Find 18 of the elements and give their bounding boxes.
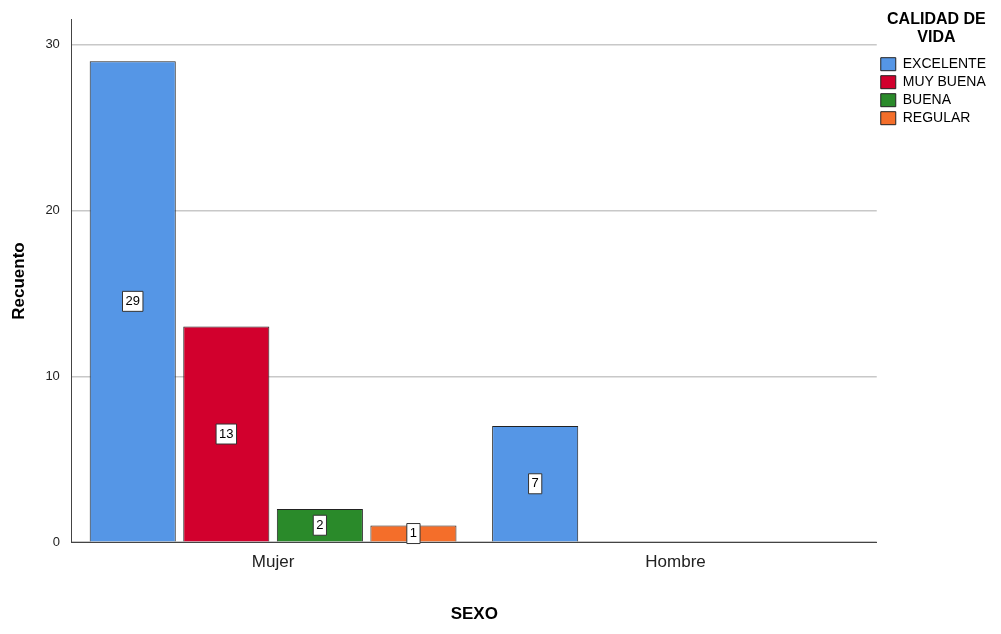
y-tick-label: 10	[45, 367, 60, 383]
x-tick-label: Hombre	[645, 552, 706, 572]
x-axis-title: SEXO	[450, 604, 498, 624]
legend-label: REGULAR	[902, 109, 971, 126]
data-label: 2	[316, 516, 324, 532]
y-tick-label: 0	[52, 533, 60, 549]
data-label: 1	[409, 525, 418, 541]
legend-label: EXCELENTE	[902, 55, 986, 72]
y-tick-label: 20	[45, 202, 60, 218]
legend-title: CALIDAD DE VIDA	[887, 10, 987, 46]
data-label: 29	[125, 292, 140, 308]
legend-label: BUENA	[902, 91, 952, 108]
y-tick-label: 30	[45, 36, 60, 52]
legend-label: MUY BUENA	[902, 73, 987, 90]
data-label: 7	[531, 475, 539, 491]
y-axis-title: Recuento	[8, 242, 28, 320]
x-tick-label: Mujer	[251, 552, 295, 572]
data-label: 13	[219, 425, 234, 441]
